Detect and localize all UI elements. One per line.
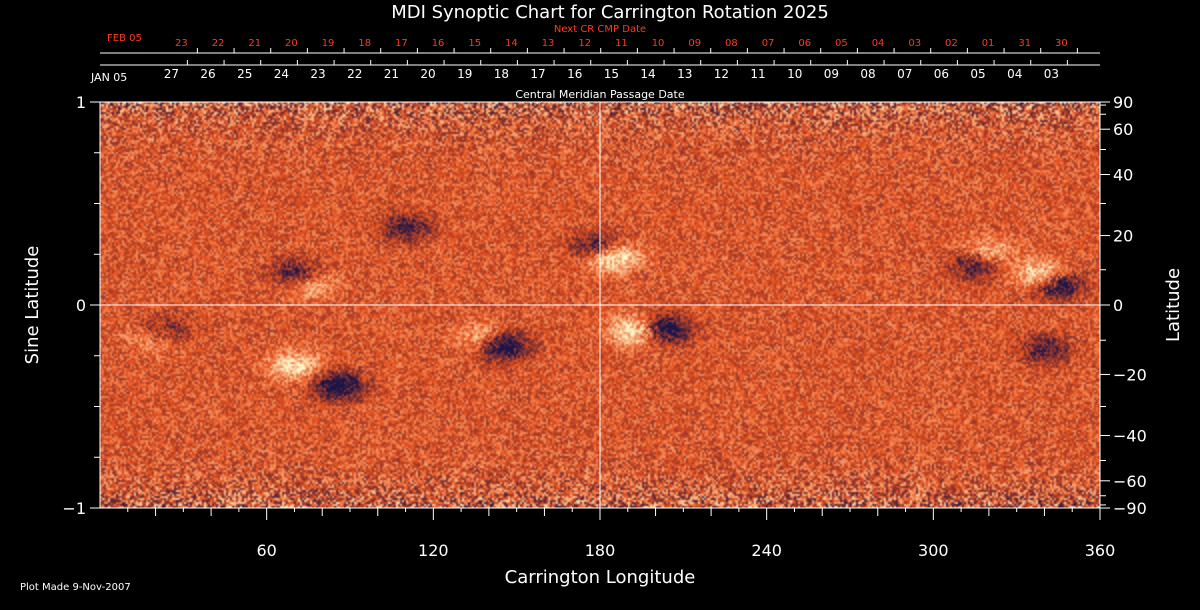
next-cmp-date-label: 07 (762, 38, 775, 49)
next-cmp-date-label: 01 (982, 38, 995, 49)
y-right-tick-label: 20 (1113, 227, 1133, 246)
next-cmp-date-label: 19 (322, 38, 335, 49)
cmp-date-label: 25 (237, 67, 252, 81)
cmp-date-label: 24 (274, 67, 289, 81)
next-cmp-date-label: 11 (615, 38, 628, 49)
y-right-tick-label: 60 (1113, 120, 1133, 139)
x-axis: 60 120 180 240 300 360 (100, 507, 1116, 560)
y-right-tick-label: −40 (1113, 426, 1147, 445)
cmp-date-label: 17 (530, 67, 545, 81)
cmp-date-label: 22 (347, 67, 362, 81)
cmp-date-label: 20 (420, 67, 435, 81)
cmp-date-label: 05 (970, 67, 985, 81)
x-tick-label: 60 (256, 541, 276, 560)
next-cmp-date-label: 14 (505, 38, 518, 49)
cmp-date-label: 11 (750, 67, 765, 81)
cmp-axis-label: Central Meridian Passage Date (515, 88, 684, 101)
chart-title: MDI Synoptic Chart for Carrington Rotati… (391, 2, 829, 23)
y-left-tick-label: −1 (62, 499, 86, 518)
synoptic-map (99, 101, 1101, 509)
cmp-date-label: 04 (1007, 67, 1022, 81)
cmp-date-label: 18 (494, 67, 509, 81)
y-axis-left: −1 0 1 (62, 93, 100, 518)
cmp-date-label: 23 (310, 67, 325, 81)
cmp-date-label: 10 (787, 67, 802, 81)
cmp-date-label: 27 (164, 67, 179, 81)
next-cmp-axis-label: Next CR CMP Date (554, 24, 646, 35)
cmp-date-label: 06 (934, 67, 949, 81)
y-right-tick-label: −90 (1113, 499, 1147, 518)
x-tick-label: 240 (751, 541, 782, 560)
cmp-axis: 27 26 25 24 23 22 21 20 19 18 17 16 15 14 13 12 11 10 09 08… (100, 60, 1100, 81)
next-cmp-date-label: 06 (798, 38, 811, 49)
cmp-date-label: 21 (384, 67, 399, 81)
next-cmp-date-label: 20 (285, 38, 298, 49)
next-cmp-date-label: 18 (358, 38, 371, 49)
y-right-tick-label: −20 (1113, 365, 1147, 384)
next-cmp-axis: 23 22 21 20 19 18 17 16 15 14 13 12 11 10 09 08 07 06 05 04… (100, 38, 1100, 54)
x-tick-label: 360 (1085, 541, 1116, 560)
cmp-month-label: JAN 05 (90, 71, 127, 84)
y-right-tick-label: 40 (1113, 166, 1133, 185)
y-right-tick-label: 0 (1113, 296, 1123, 315)
cmp-date-label: 15 (604, 67, 619, 81)
cmp-date-label: 26 (200, 67, 215, 81)
y-right-tick-label: −60 (1113, 472, 1147, 491)
cmp-date-label: 19 (457, 67, 472, 81)
next-cmp-date-label: 12 (578, 38, 591, 49)
next-cmp-month-label: FEB 05 (107, 33, 142, 44)
cmp-date-label: 09 (824, 67, 839, 81)
next-cmp-date-label: 17 (395, 38, 408, 49)
next-cmp-date-label: 03 (908, 38, 921, 49)
y-right-tick-label: 90 (1113, 93, 1133, 112)
next-cmp-date-label: 30 (1055, 38, 1068, 49)
cmp-date-label: 08 (860, 67, 875, 81)
x-tick-label: 120 (418, 541, 449, 560)
x-tick-label: 300 (918, 541, 949, 560)
cmp-date-label: 13 (677, 67, 692, 81)
x-tick-label: 180 (585, 541, 616, 560)
cmp-date-label: 07 (897, 67, 912, 81)
next-cmp-date-label: 10 (652, 38, 665, 49)
next-cmp-date-label: 16 (432, 38, 445, 49)
next-cmp-date-label: 08 (725, 38, 738, 49)
next-cmp-date-label: 21 (248, 38, 261, 49)
y-axis-right-label: Latitude (1163, 268, 1184, 342)
y-left-tick-label: 1 (76, 93, 86, 112)
y-axis-right: −90 −60 −40 −20 0 20 40 60 90 (1100, 93, 1147, 518)
next-cmp-date-label: 31 (1018, 38, 1031, 49)
next-cmp-date-label: 04 (872, 38, 885, 49)
plot-made-label: Plot Made 9-Nov-2007 (20, 582, 131, 593)
cmp-date-label: 12 (714, 67, 729, 81)
y-axis-left-label: Sine Latitude (22, 246, 43, 365)
next-cmp-date-label: 13 (542, 38, 555, 49)
cmp-date-label: 03 (1044, 67, 1059, 81)
next-cmp-date-label: 02 (945, 38, 958, 49)
cmp-date-label: 16 (567, 67, 582, 81)
next-cmp-date-label: 15 (468, 38, 481, 49)
y-left-tick-label: 0 (76, 296, 86, 315)
next-cmp-date-label: 23 (175, 38, 188, 49)
cmp-date-label: 14 (640, 67, 655, 81)
next-cmp-date-label: 09 (688, 38, 701, 49)
next-cmp-date-label: 05 (835, 38, 848, 49)
x-axis-label: Carrington Longitude (505, 567, 696, 588)
next-cmp-date-label: 22 (212, 38, 225, 49)
